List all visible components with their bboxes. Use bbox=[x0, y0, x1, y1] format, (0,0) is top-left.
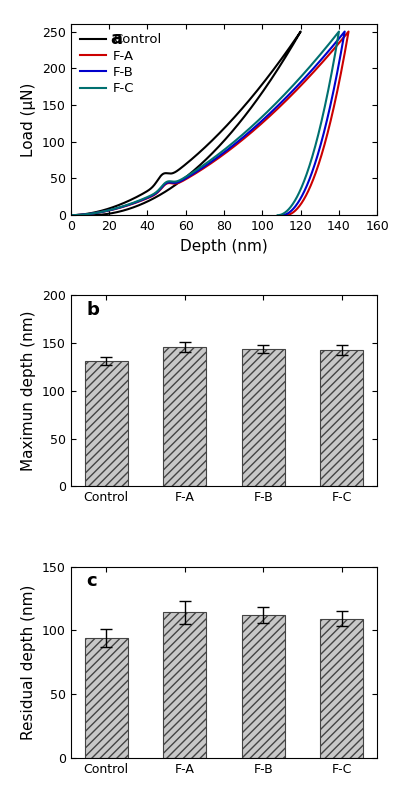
Bar bbox=[320, 619, 364, 758]
F-C bbox=[68, 210, 73, 220]
F-A bbox=[346, 28, 351, 38]
Legend: Control, F-A, F-B, F-C: Control, F-A, F-B, F-C bbox=[77, 31, 164, 98]
F-B bbox=[68, 210, 73, 220]
F-B bbox=[254, 121, 259, 131]
Control bbox=[157, 172, 162, 182]
F-C bbox=[321, 110, 325, 120]
F-C bbox=[251, 121, 255, 131]
Y-axis label: Maximun depth (nm): Maximun depth (nm) bbox=[22, 310, 37, 472]
F-B bbox=[342, 27, 347, 36]
F-B bbox=[174, 178, 179, 188]
Bar bbox=[84, 361, 128, 486]
Control bbox=[129, 194, 134, 204]
Bar bbox=[242, 349, 285, 486]
Bar bbox=[163, 613, 206, 758]
F-C bbox=[336, 27, 341, 36]
F-A bbox=[346, 27, 351, 36]
F-A bbox=[176, 178, 180, 188]
Line: F-B: F-B bbox=[71, 31, 345, 215]
F-A bbox=[283, 210, 288, 220]
F-C bbox=[336, 28, 341, 38]
Text: c: c bbox=[86, 572, 97, 590]
Control bbox=[243, 110, 248, 120]
Bar bbox=[84, 638, 128, 758]
F-C bbox=[306, 64, 310, 73]
F-A bbox=[330, 110, 334, 120]
F-B bbox=[141, 194, 146, 204]
F-A bbox=[68, 210, 73, 220]
F-B bbox=[342, 28, 347, 38]
Control bbox=[298, 27, 303, 36]
F-C bbox=[172, 177, 176, 186]
F-A bbox=[257, 121, 262, 131]
Line: F-A: F-A bbox=[71, 31, 349, 215]
Line: Control: Control bbox=[71, 31, 301, 215]
F-B bbox=[279, 210, 284, 220]
Text: b: b bbox=[86, 301, 99, 319]
Bar bbox=[320, 350, 364, 486]
F-A bbox=[314, 64, 319, 73]
Control bbox=[297, 28, 302, 38]
Y-axis label: Load (μN): Load (μN) bbox=[22, 82, 37, 157]
F-C bbox=[140, 194, 144, 204]
F-A bbox=[142, 194, 147, 204]
Control bbox=[224, 121, 229, 131]
Control bbox=[88, 210, 92, 220]
F-C bbox=[275, 210, 280, 220]
Line: F-C: F-C bbox=[71, 31, 339, 215]
F-B bbox=[311, 64, 316, 73]
Control bbox=[68, 210, 73, 220]
F-B bbox=[326, 110, 331, 120]
Bar bbox=[242, 615, 285, 758]
Bar bbox=[163, 347, 206, 486]
X-axis label: Depth (nm): Depth (nm) bbox=[180, 239, 268, 254]
Y-axis label: Residual depth (nm): Residual depth (nm) bbox=[22, 584, 37, 740]
Text: a: a bbox=[110, 30, 123, 48]
Control bbox=[272, 64, 277, 73]
